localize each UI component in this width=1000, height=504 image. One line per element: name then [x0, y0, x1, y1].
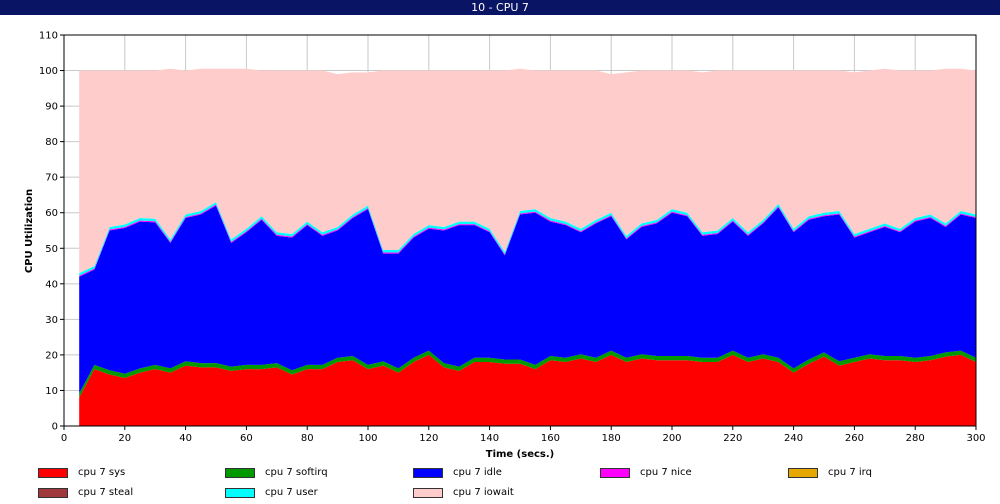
- chart-axes: [60, 34, 977, 430]
- chart-tick-labels: 0 10 20 30 40 50 60 70 80 90 100 110 0 20 40 60 80 100 120…: [39, 31, 986, 445]
- x-tick-label: 160: [541, 433, 560, 444]
- area-cpu-7-idle: [79, 205, 976, 394]
- cpu-utilization-chart: 0 10 20 30 40 50 60 70 80 90 100 110 0 20 40 60 80 100 120…: [24, 31, 986, 461]
- y-axis-label: CPU Utilization: [24, 189, 35, 273]
- y-tick-label: 110: [39, 31, 58, 42]
- legend-swatch: [38, 468, 68, 478]
- x-axis-label: Time (secs.): [486, 449, 555, 460]
- legend-swatch: [600, 468, 630, 478]
- y-tick-label: 100: [39, 66, 58, 77]
- y-tick-label: 80: [45, 137, 58, 148]
- legend-swatch: [413, 468, 443, 478]
- x-tick-label: 180: [602, 433, 621, 444]
- legend-label: cpu 7 irq: [828, 467, 872, 478]
- legend-swatch: [788, 468, 818, 478]
- x-tick-label: 300: [966, 433, 985, 444]
- legend-swatch: [225, 468, 255, 478]
- area-cpu-7-iowait: [79, 68, 976, 274]
- legend-label: cpu 7 idle: [453, 467, 502, 478]
- x-tick-label: 240: [784, 433, 803, 444]
- x-tick-label: 60: [240, 433, 253, 444]
- y-tick-label: 0: [52, 422, 58, 433]
- x-tick-label: 200: [662, 433, 681, 444]
- legend-swatch: [225, 488, 255, 498]
- y-tick-label: 60: [45, 208, 58, 219]
- legend-label: cpu 7 steal: [78, 487, 134, 498]
- window-title: 10 - CPU 7: [0, 0, 1000, 15]
- chart-areas: [79, 68, 976, 426]
- legend-swatch: [38, 488, 68, 498]
- x-tick-label: 20: [118, 433, 131, 444]
- legend-label: cpu 7 user: [265, 487, 318, 498]
- x-tick-label: 40: [179, 433, 192, 444]
- x-tick-label: 120: [419, 433, 438, 444]
- y-tick-label: 70: [45, 173, 58, 184]
- x-tick-label: 140: [480, 433, 499, 444]
- legend-label: cpu 7 sys: [78, 467, 126, 478]
- x-tick-label: 80: [301, 433, 314, 444]
- legend-label: cpu 7 softirq: [265, 467, 328, 478]
- y-tick-label: 50: [45, 244, 58, 255]
- y-tick-label: 90: [45, 102, 58, 113]
- y-tick-label: 40: [45, 279, 58, 290]
- y-tick-label: 10: [45, 386, 58, 397]
- x-tick-label: 280: [906, 433, 925, 444]
- x-tick-label: 0: [61, 433, 67, 444]
- legend-swatch: [413, 488, 443, 498]
- x-tick-label: 100: [358, 433, 377, 444]
- plot-frame: [63, 34, 977, 427]
- x-tick-label: 220: [723, 433, 742, 444]
- legend-label: cpu 7 iowait: [453, 487, 514, 498]
- area-cpu-7-sys: [79, 354, 976, 426]
- legend-label: cpu 7 nice: [640, 467, 692, 478]
- y-tick-label: 30: [45, 315, 58, 326]
- x-tick-label: 260: [845, 433, 864, 444]
- y-tick-label: 20: [45, 350, 58, 361]
